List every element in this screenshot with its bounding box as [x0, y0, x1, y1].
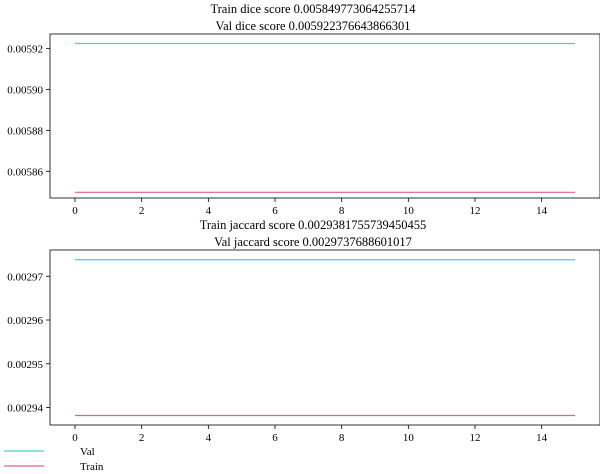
jaccard-plot-frame — [49, 249, 600, 426]
jaccard-x-tick-label: 12 — [470, 432, 481, 444]
jaccard-title-line-1: Train jaccard score 0.002938175573945045… — [200, 218, 427, 232]
jaccard-x-tick-label: 2 — [139, 432, 145, 444]
jaccard-x-tick-label: 6 — [272, 432, 278, 444]
dice-score-subplot: Train dice score 0.005849773064255714 Va… — [7, 2, 600, 217]
dice-y-tick-label: 0.00586 — [7, 166, 43, 178]
dice-x-tick-label: 14 — [536, 205, 548, 217]
dice-title-line-1: Train dice score 0.005849773064255714 — [210, 2, 416, 16]
jaccard-title-line-2: Val jaccard score 0.0029737688601017 — [214, 235, 412, 249]
dice-x-axis: 0 2 4 6 8 10 12 14 — [72, 198, 548, 217]
jaccard-x-tick-label: 8 — [339, 432, 345, 444]
dice-y-tick-label: 0.00588 — [7, 125, 43, 137]
dice-plot-frame — [49, 33, 600, 199]
jaccard-y-tick-label: 0.00294 — [7, 403, 43, 415]
jaccard-x-tick-label: 4 — [206, 432, 212, 444]
jaccard-score-subplot: Train jaccard score 0.002938175573945045… — [7, 218, 600, 444]
legend: Val Train — [4, 446, 104, 473]
jaccard-y-axis: 0.00294 0.00295 0.00296 0.00297 — [7, 271, 50, 415]
jaccard-x-tick-label: 0 — [72, 432, 78, 444]
jaccard-x-tick-label: 10 — [403, 432, 415, 444]
dice-y-axis: 0.00586 0.00588 0.00590 0.00592 — [7, 43, 50, 178]
legend-train-label: Train — [80, 461, 104, 473]
dice-series-lines — [75, 42, 575, 193]
dice-y-tick-label: 0.00590 — [7, 84, 43, 96]
jaccard-y-tick-label: 0.00297 — [7, 271, 43, 283]
jaccard-y-tick-label: 0.00295 — [7, 359, 43, 371]
dice-x-tick-label: 2 — [139, 205, 145, 217]
dice-x-tick-label: 4 — [206, 205, 212, 217]
jaccard-series-lines — [75, 259, 575, 417]
dice-x-tick-label: 12 — [470, 205, 481, 217]
dice-x-tick-label: 10 — [403, 205, 415, 217]
jaccard-y-tick-label: 0.00296 — [7, 315, 43, 327]
legend-val-label: Val — [80, 446, 95, 458]
dice-x-tick-label: 0 — [72, 205, 78, 217]
jaccard-x-tick-label: 14 — [536, 432, 548, 444]
jaccard-x-axis: 0 2 4 6 8 10 12 14 — [72, 425, 548, 444]
dice-x-tick-label: 8 — [339, 205, 345, 217]
dice-y-tick-label: 0.00592 — [7, 43, 43, 55]
dice-x-tick-label: 6 — [272, 205, 278, 217]
dice-title-line-2: Val dice score 0.005922376643866301 — [215, 19, 410, 33]
